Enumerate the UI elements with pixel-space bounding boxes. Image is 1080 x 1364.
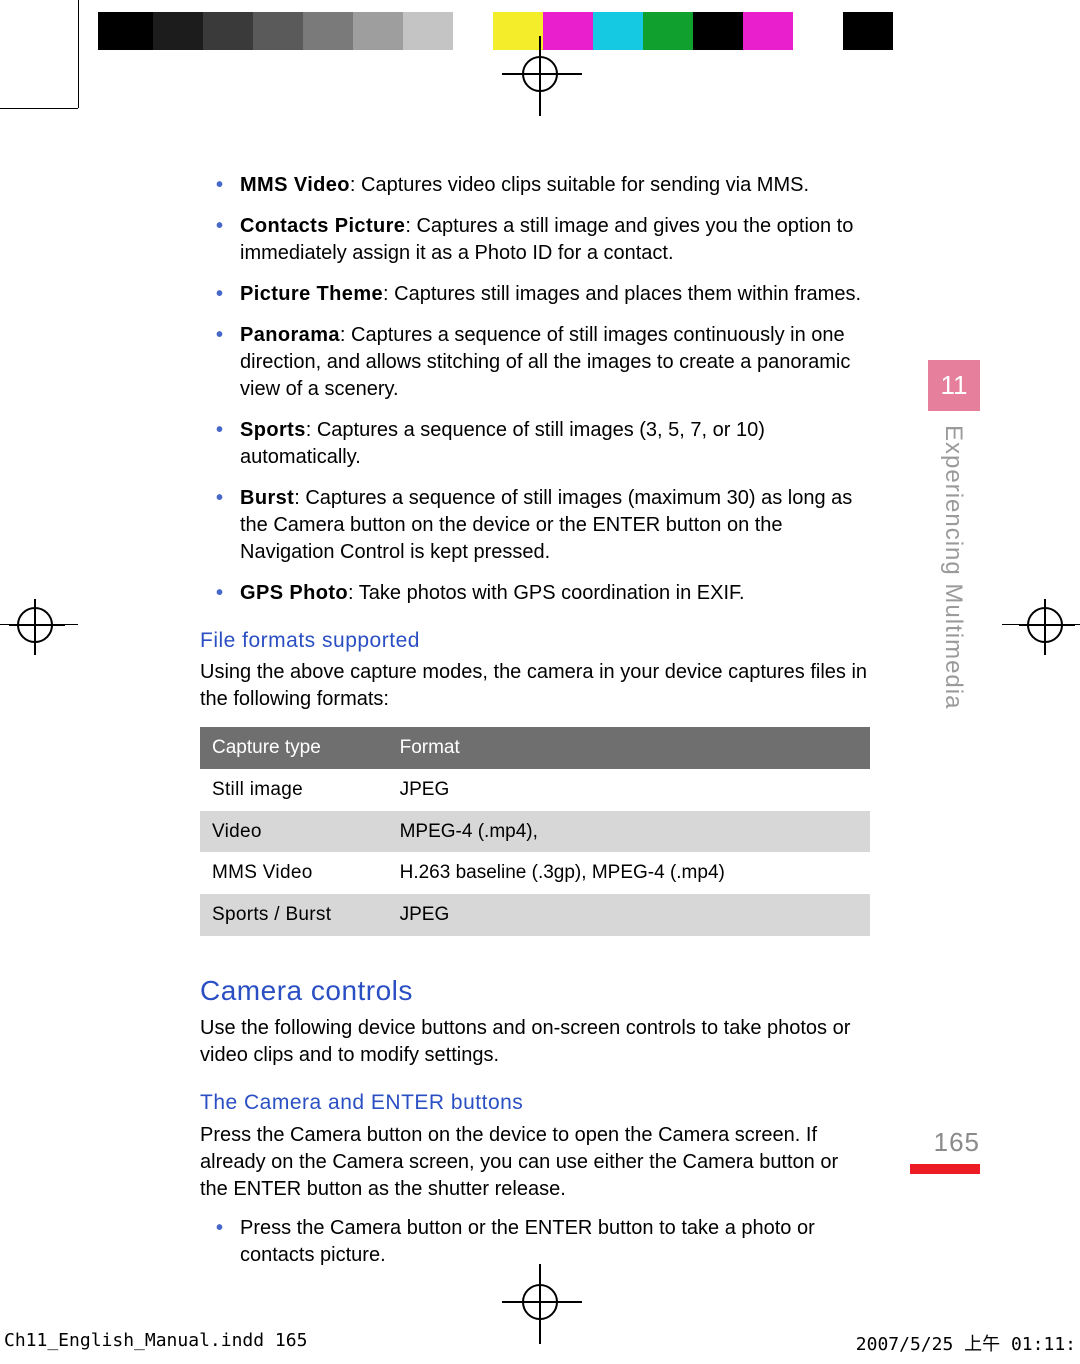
table-cell: H.263 baseline (.3gp), MPEG-4 (.mp4) <box>388 852 870 894</box>
table-row: Still imageJPEG <box>200 769 870 811</box>
chapter-tab: 11 Experiencing Multimedia <box>928 360 980 731</box>
camera-enter-intro: Press the Camera button on the device to… <box>200 1122 870 1203</box>
bullet-term: Burst <box>240 487 294 509</box>
capture-mode-list: MMS Video: Captures video clips suitable… <box>200 172 870 607</box>
table-row: Sports / BurstJPEG <box>200 894 870 936</box>
camera-controls-intro: Use the following device buttons and on-… <box>200 1015 870 1069</box>
bullet-text: : Captures a sequence of still images (3… <box>240 419 765 468</box>
table-cell: JPEG <box>388 769 870 811</box>
page-content: MMS Video: Captures video clips suitable… <box>200 172 870 1283</box>
list-item: Burst: Captures a sequence of still imag… <box>240 485 870 566</box>
bullet-text: : Captures video clips suitable for send… <box>350 174 809 196</box>
bullet-term: GPS Photo <box>240 582 348 604</box>
table-row: VideoMPEG-4 (.mp4), <box>200 811 870 853</box>
table-cell: MMS Video <box>200 852 388 894</box>
list-item: Sports: Captures a sequence of still ima… <box>240 417 870 471</box>
page-number-block: 165 <box>910 1127 980 1174</box>
printer-calibration-bar <box>98 12 933 50</box>
table-cell: Still image <box>200 769 388 811</box>
list-item: Picture Theme: Captures still images and… <box>240 281 870 308</box>
crop-mark <box>1002 624 1080 625</box>
registration-mark-top <box>522 56 558 92</box>
bullet-text: : Take photos with GPS coordination in E… <box>348 582 745 604</box>
crop-mark <box>0 108 78 109</box>
chapter-title: Experiencing Multimedia <box>928 411 967 731</box>
table-header: Format <box>388 727 870 769</box>
list-item: Panorama: Captures a sequence of still i… <box>240 322 870 403</box>
table-header: Capture type <box>200 727 388 769</box>
bullet-term: Sports <box>240 419 306 441</box>
list-item: Contacts Picture: Captures a still image… <box>240 213 870 267</box>
bullet-term: Panorama <box>240 324 340 346</box>
list-item: MMS Video: Captures video clips suitable… <box>240 172 870 199</box>
crop-mark <box>78 0 79 108</box>
bullet-text: : Captures still images and places them … <box>383 283 861 305</box>
imprint-file: Ch11_English_Manual.indd 165 <box>4 1330 307 1356</box>
camera-enter-bullets: Press the Camera button or the ENTER but… <box>200 1215 870 1269</box>
crop-mark <box>0 624 78 625</box>
table-cell: JPEG <box>388 894 870 936</box>
bullet-term: Picture Theme <box>240 283 383 305</box>
registration-mark-left <box>10 600 60 650</box>
page-number-bar <box>910 1164 980 1174</box>
file-formats-table: Capture type Format Still imageJPEGVideo… <box>200 727 870 935</box>
file-formats-heading: File formats supported <box>200 627 870 655</box>
registration-mark-bottom <box>522 1284 558 1320</box>
list-item: Press the Camera button or the ENTER but… <box>240 1215 870 1269</box>
imprint-timestamp: 2007/5/25 上午 01:11: <box>856 1330 1076 1356</box>
bullet-term: Contacts Picture <box>240 215 405 237</box>
page-number: 165 <box>910 1127 980 1158</box>
registration-mark-right <box>1020 600 1070 650</box>
file-formats-intro: Using the above capture modes, the camer… <box>200 659 870 713</box>
chapter-number: 11 <box>928 360 980 411</box>
table-cell: MPEG-4 (.mp4), <box>388 811 870 853</box>
table-cell: Sports / Burst <box>200 894 388 936</box>
bullet-term: MMS Video <box>240 174 350 196</box>
list-item: GPS Photo: Take photos with GPS coordina… <box>240 580 870 607</box>
camera-enter-heading: The Camera and ENTER buttons <box>200 1089 870 1117</box>
table-cell: Video <box>200 811 388 853</box>
print-imprint: Ch11_English_Manual.indd 165 2007/5/25 上… <box>4 1330 1076 1356</box>
table-row: MMS VideoH.263 baseline (.3gp), MPEG-4 (… <box>200 852 870 894</box>
camera-controls-heading: Camera controls <box>200 972 870 1010</box>
bullet-text: : Captures a sequence of still images (m… <box>240 487 852 563</box>
